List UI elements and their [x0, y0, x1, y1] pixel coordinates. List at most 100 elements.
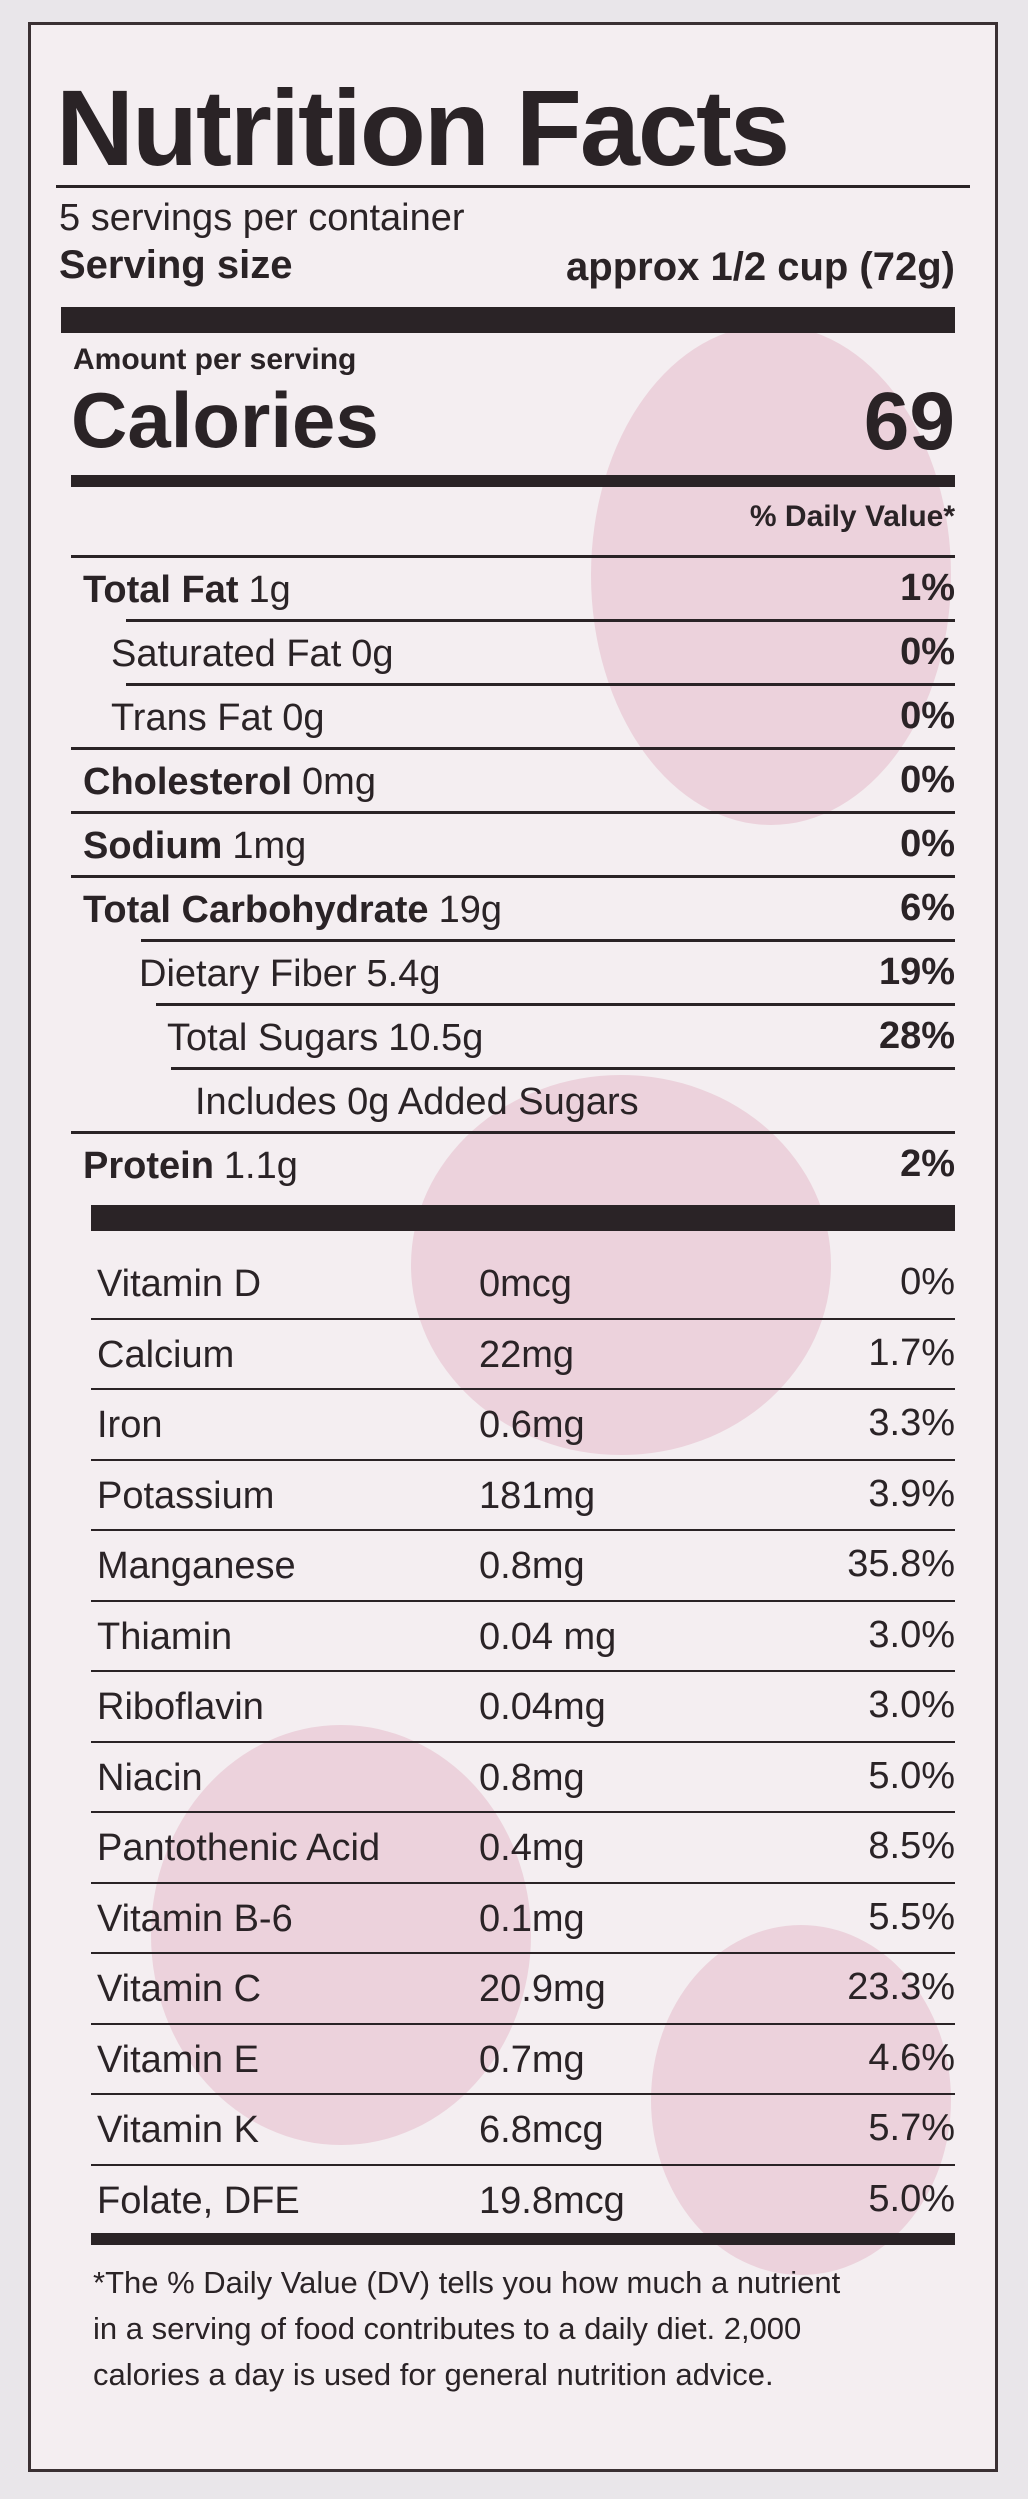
calories-value: 69: [863, 376, 955, 467]
nutrient-amount: 0g: [351, 633, 394, 675]
vitamin-amount: 0.04 mg: [479, 1615, 617, 1658]
nutrient-dv: 0%: [900, 695, 955, 737]
rule: [91, 1952, 955, 1954]
vitamin-dv: 3.0%: [868, 1613, 955, 1656]
vitamin-name: Vitamin D: [97, 1263, 262, 1305]
nutrient-dv: 0%: [900, 631, 955, 673]
rule: [91, 1458, 955, 1461]
vitamin-name: Vitamin K: [97, 2109, 259, 2151]
calories-label: Calories: [71, 376, 379, 464]
footnote-line: calories a day is used for general nutri…: [93, 2357, 774, 2392]
rule: [91, 1811, 955, 1813]
vitamin-amount: 0.7mg: [479, 2038, 585, 2081]
thick-rule: [61, 307, 955, 333]
rule: [91, 1317, 955, 1320]
nutrient-dv: 1%: [900, 567, 955, 609]
serving-size-label: Serving size: [59, 243, 293, 287]
nutrient-amount: 19g: [438, 889, 502, 931]
vitamin-amount: 22mg: [479, 1333, 575, 1376]
vitamin-dv: 5.0%: [868, 1754, 955, 1797]
rule: [71, 555, 955, 558]
servings: 5 servings per container: [59, 197, 465, 239]
vitamin-name: Riboflavin: [97, 1686, 264, 1728]
nutrient-name: Saturated Fat: [111, 633, 342, 675]
nutrient-name: Includes 0g Added Sugars: [195, 1081, 639, 1123]
stain: [651, 1925, 951, 2275]
vitamin-amount: 0.6mg: [479, 1404, 585, 1446]
vitamin-amount: 0.04mg: [479, 1686, 606, 1728]
rule: [71, 747, 955, 750]
serving-size-value: approx 1/2 cup (72g): [566, 245, 955, 289]
rule: [91, 1740, 955, 1743]
rule: [141, 939, 955, 942]
rule: [156, 1003, 955, 1006]
stain: [591, 325, 951, 825]
amount-per-serving: Amount per serving: [73, 343, 357, 376]
vitamin-name: Iron: [97, 1404, 163, 1446]
nutrient-dv: 6%: [900, 887, 955, 929]
nutrient-amount: 10.5g: [388, 1017, 484, 1059]
vitamin-dv: 8.5%: [868, 1825, 955, 1867]
nutrition-label: Nutrition Facts 5 servings per container…: [28, 22, 998, 2472]
vitamin-name: Vitamin E: [97, 2038, 259, 2081]
vitamin-amount: 19.8mcg: [479, 2179, 625, 2222]
thick-rule: [71, 475, 955, 487]
vitamin-name: Thiamin: [97, 1615, 233, 1658]
vitamin-name: Potassium: [97, 1474, 275, 1517]
rule: [71, 811, 955, 814]
vitamin-name: Pantothenic Acid: [97, 1827, 381, 1869]
nutrient-amount: 1mg: [232, 825, 307, 867]
vitamin-amount: 20.9mg: [479, 1968, 606, 2010]
stain: [151, 1725, 531, 2145]
vitamin-dv: 4.6%: [868, 2036, 955, 2079]
vitamin-dv: 35.8%: [847, 1543, 955, 1585]
rule: [91, 2163, 955, 2166]
rule: [91, 1529, 955, 1531]
nutrient-name: Sodium: [83, 825, 223, 867]
vitamin-dv: 3.3%: [868, 1402, 955, 1444]
vitamin-dv: 0%: [900, 1261, 955, 1303]
vitamin-amount: 0mcg: [479, 1263, 572, 1305]
rule: [71, 875, 955, 878]
nutrient-amount: 0g: [282, 697, 325, 739]
rule: [71, 1131, 955, 1134]
rule: [91, 2093, 955, 2095]
vitamin-dv: 5.0%: [868, 2177, 955, 2220]
vitamin-dv: 3.0%: [868, 1684, 955, 1726]
vitamin-dv: 5.5%: [868, 1895, 955, 1938]
vitamin-name: Vitamin B-6: [97, 1897, 293, 1940]
nutrient-amount: 1.1g: [223, 1145, 298, 1187]
title: Nutrition Facts: [56, 67, 790, 188]
nutrient-dv: 0%: [900, 823, 955, 865]
nutrient-name: Dietary Fiber: [139, 953, 357, 995]
vitamin-dv: 3.9%: [868, 1472, 955, 1515]
vitamin-amount: 6.8mcg: [479, 2109, 604, 2151]
rule: [91, 2022, 955, 2025]
thick-rule: [91, 1205, 955, 1231]
vitamin-name: Calcium: [97, 1333, 235, 1376]
thick-rule: [91, 2233, 955, 2245]
vitamin-name: Manganese: [97, 1545, 296, 1587]
nutrient-dv: 0%: [900, 759, 955, 801]
rule: [126, 619, 955, 622]
vitamin-dv: 5.7%: [868, 2107, 955, 2149]
daily-value-header: % Daily Value*: [749, 500, 955, 533]
rule: [91, 1670, 955, 1672]
rule: [91, 1881, 955, 1884]
vitamin-amount: 181mg: [479, 1474, 596, 1517]
nutrient-dv: 28%: [878, 1015, 955, 1057]
nutrient-name: Total Carbohydrate: [83, 889, 429, 931]
rule: [171, 1067, 955, 1070]
nutrient-name: Trans Fat: [111, 697, 273, 739]
vitamin-name: Folate, DFE: [97, 2179, 300, 2222]
nutrient-amount: 0mg: [302, 761, 376, 803]
vitamin-name: Vitamin C: [97, 1968, 262, 2010]
vitamin-name: Niacin: [97, 1756, 203, 1799]
vitamin-amount: 0.8mg: [479, 1545, 585, 1587]
vitamin-amount: 0.4mg: [479, 1827, 585, 1869]
nutrient-name: Total Fat: [83, 569, 239, 611]
nutrient-name: Cholesterol: [83, 761, 293, 803]
vitamin-amount: 0.1mg: [479, 1897, 585, 1940]
rule: [91, 1599, 955, 1602]
